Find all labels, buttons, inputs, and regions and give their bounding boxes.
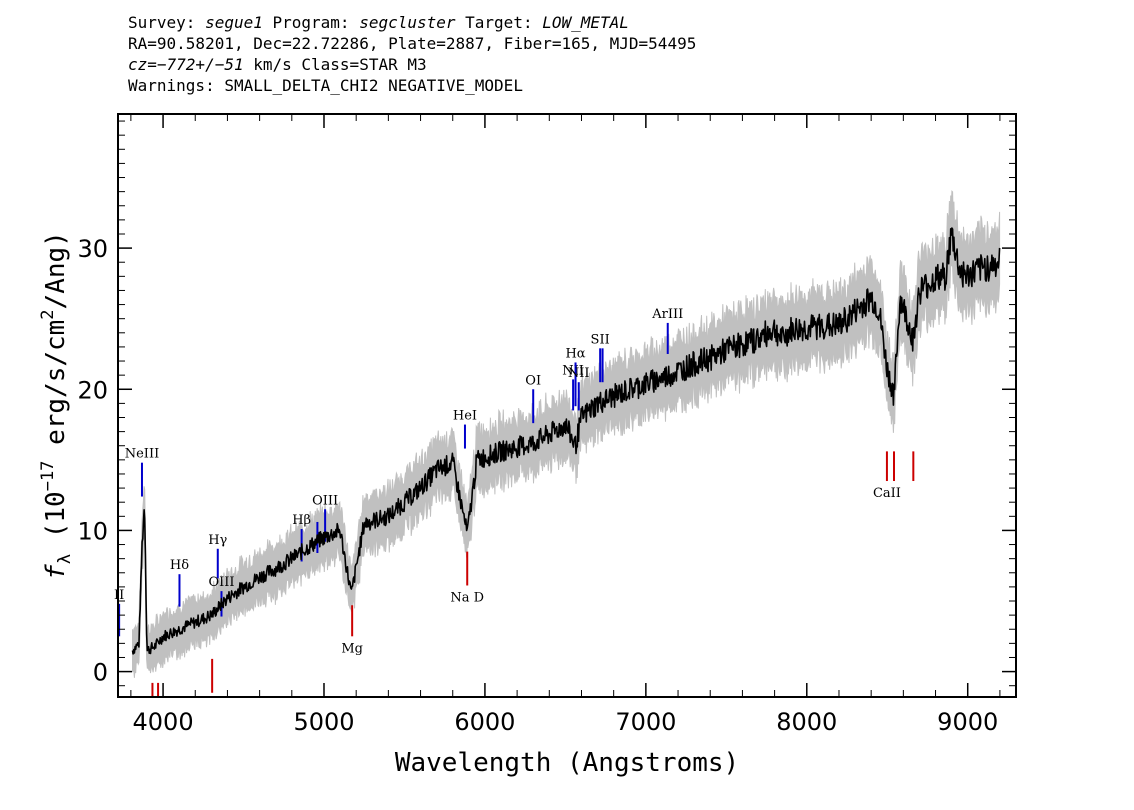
error-band-layer (132, 190, 1001, 678)
line-label-23: II (114, 588, 124, 603)
header-line-warnings: Warnings: SMALL_DELTA_CHI2 NEGATIVE_MODE… (128, 76, 523, 95)
line-label-11: NII (568, 366, 590, 381)
line-label-14: ArIII (651, 307, 683, 322)
line-label-10: Hα (565, 346, 585, 361)
y-axis-title-f: f (41, 564, 71, 580)
line-label-2: Hγ (208, 533, 227, 548)
spectrum-line (131, 227, 1001, 655)
x-tick-label-3: 7000 (615, 708, 676, 736)
y-tick-label-0: 0 (93, 659, 108, 687)
y-axis-title: fλ (10−17 erg/s/cm2/Ang) (38, 231, 75, 580)
header-line-survey: Survey: segue1 Program: segcluster Targe… (128, 12, 696, 33)
x-tick-label-4: 8000 (776, 708, 837, 736)
header-line-coordinates: RA=90.58201, Dec=22.72286, Plate=2887, F… (128, 34, 697, 53)
y-axis-title-exp2: 2 (38, 309, 58, 319)
line-label-1: Hδ (170, 558, 189, 573)
target-value: LOW_METAL (542, 13, 629, 32)
plot-frame (117, 113, 1017, 698)
line-label-4: Hβ (292, 513, 311, 528)
cz-value: cz=−772+/−51 (128, 55, 244, 74)
line-label-20: CaII (873, 486, 901, 501)
header-line-redshift: cz=−772+/−51 km/s Class=STAR M3 (128, 54, 696, 75)
line-label-9: NII (562, 363, 584, 378)
y-axis-title-pre: (10 (41, 491, 71, 554)
line-label-7: HeI (453, 409, 477, 424)
y-axis-title-exp1: −17 (38, 461, 58, 492)
plot-header: Survey: segue1 Program: segcluster Targe… (128, 12, 696, 96)
x-tick-label-5: 9000 (937, 708, 998, 736)
program-value: segcluster (359, 13, 456, 32)
class-value: km/s Class=STAR M3 (243, 55, 427, 74)
line-label-3: OIII (208, 575, 234, 590)
survey-value: segue1 (205, 13, 263, 32)
y-tick-label-3: 30 (77, 235, 108, 263)
error-band (132, 190, 1001, 678)
line-label-16: Mg (341, 641, 363, 656)
line-label-15: Na D (450, 590, 484, 605)
target-label: Target: (455, 13, 543, 32)
y-axis-title-post: /Ang) (41, 231, 71, 309)
spectral-lines-layer: NeIIIHδHγOIIIHβOIIIHeIOINIIHαNIISIIArIII… (114, 307, 915, 697)
x-tick-label-2: 6000 (454, 708, 515, 736)
x-axis-title: Wavelength (Angstroms) (395, 748, 739, 778)
y-tick-label-2: 20 (77, 376, 108, 404)
y-axis-title-sub: λ (55, 554, 75, 564)
line-label-8: OI (525, 373, 541, 388)
axis-ticks-layer: 4000 5000 6000 7000 8000 9000 0 10 20 30 (77, 114, 1016, 736)
y-tick-label-1: 10 (77, 517, 108, 545)
y-axis-title-mid: erg/s/cm (41, 320, 71, 461)
line-label-12: SII (591, 332, 610, 347)
line-label-6: OIII (312, 493, 338, 508)
x-tick-label-1: 5000 (293, 708, 354, 736)
line-label-0: NeIII (125, 447, 159, 462)
x-tick-label-0: 4000 (133, 708, 194, 736)
survey-label: Survey: (128, 13, 206, 32)
program-label: Program: (262, 13, 360, 32)
spectrum-series-layer (131, 227, 1001, 655)
